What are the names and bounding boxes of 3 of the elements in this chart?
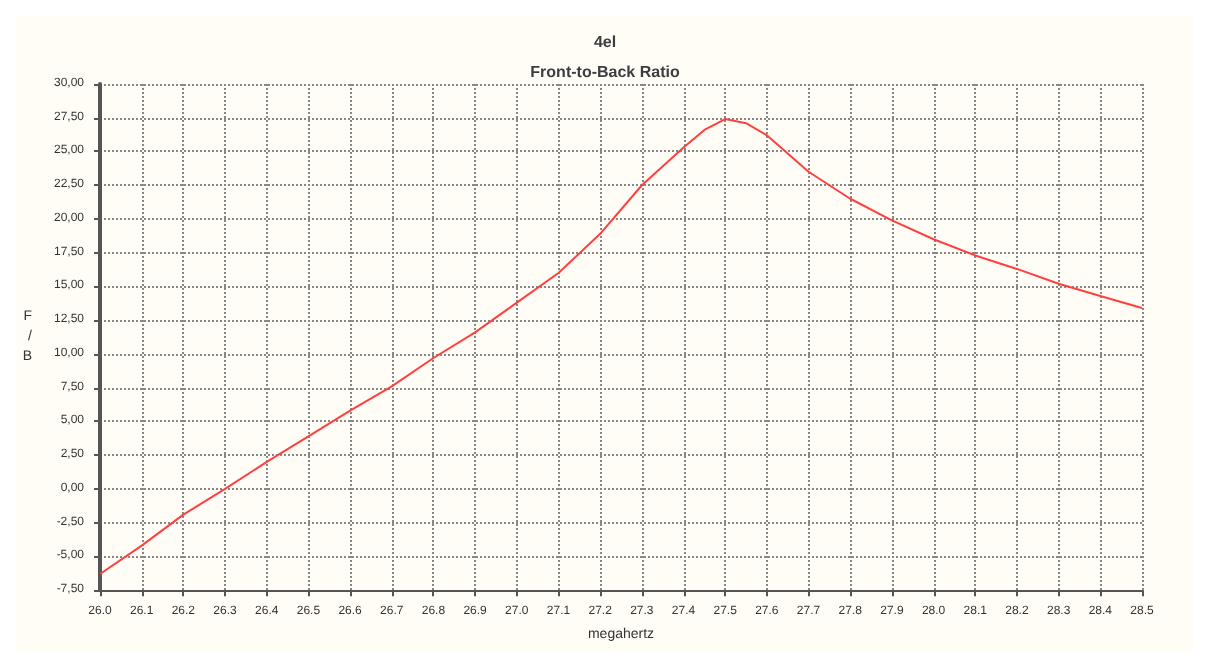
chart-title: 4el: [593, 33, 617, 51]
chart-subtitle: Front-to-Back Ratio: [530, 63, 680, 81]
line-series: [99, 118, 1143, 575]
